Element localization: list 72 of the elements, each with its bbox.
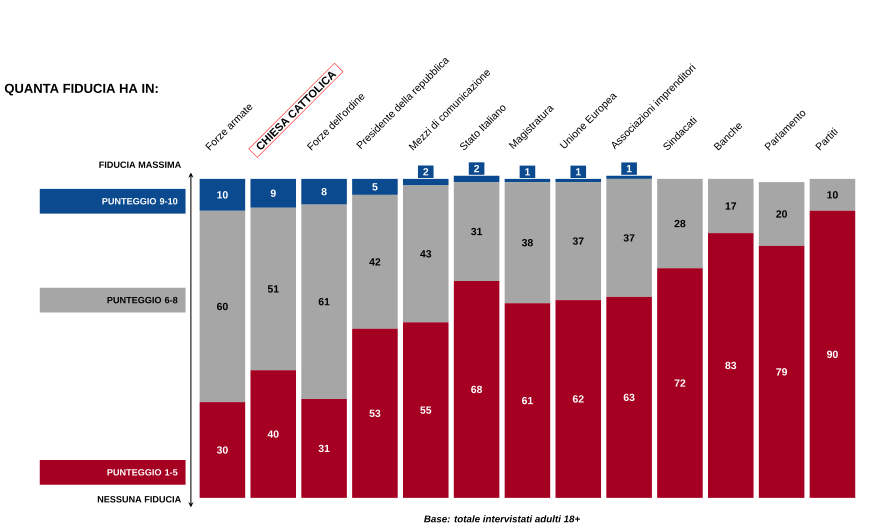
data-label: 10	[827, 191, 838, 198]
bar	[708, 233, 754, 498]
bar	[606, 296, 652, 498]
bar	[402, 185, 449, 322]
text: PUNTEGGIO 9-10	[102, 198, 178, 204]
text: PUNTEGGIO 1-5	[107, 469, 178, 476]
data-label: 30	[216, 446, 228, 454]
bar	[352, 328, 398, 498]
data-label: 9	[270, 190, 276, 197]
text: FIDUCIA MASSIMA	[99, 161, 181, 168]
data-label: 20	[776, 210, 787, 218]
data-label: 17	[726, 202, 736, 210]
bar	[810, 178, 856, 211]
data-label: 1	[626, 165, 632, 172]
bar	[657, 178, 703, 268]
data-label: 83	[725, 362, 736, 370]
data-label: 8	[322, 188, 327, 196]
data-label: 79	[776, 368, 788, 376]
bar	[708, 178, 754, 234]
data-label: 55	[420, 406, 432, 414]
data-label: 1	[525, 168, 530, 176]
bar	[758, 182, 804, 246]
bar	[200, 210, 246, 402]
data-label: 28	[674, 220, 686, 228]
bar	[301, 398, 347, 498]
data-label: 51	[268, 285, 279, 293]
data-label: 2	[474, 164, 480, 172]
bar	[200, 178, 246, 211]
bar	[555, 300, 602, 498]
bar	[555, 182, 602, 300]
bar	[454, 182, 500, 281]
bar	[352, 178, 398, 195]
data-label: 1	[576, 168, 581, 176]
bar	[606, 178, 652, 297]
bar	[810, 210, 856, 498]
bar	[454, 280, 500, 498]
data-label: 72	[674, 379, 686, 387]
bar	[402, 322, 449, 498]
bar	[250, 370, 296, 498]
data-label: 37	[572, 237, 584, 245]
text: PUNTEGGIO 6-8	[107, 296, 178, 304]
data-label: 40	[268, 430, 279, 438]
data-label: 31	[318, 444, 330, 452]
data-label: 31	[471, 228, 482, 236]
text: Base: totale intervistati adulti 18+	[424, 515, 580, 522]
data-label: 42	[369, 258, 380, 266]
bar	[352, 194, 398, 329]
data-label: 60	[217, 302, 228, 310]
bar	[301, 204, 347, 399]
text: QUANTA FIDUCIA HA IN:	[4, 84, 158, 96]
data-label: 61	[522, 396, 533, 404]
data-label: 43	[420, 250, 432, 258]
text: NESSUNA FIDUCIA	[98, 496, 181, 502]
data-label: 2	[423, 168, 428, 176]
bar	[504, 303, 550, 498]
bar	[301, 178, 347, 204]
data-label: 62	[572, 395, 584, 403]
data-label: 90	[827, 350, 838, 358]
data-label: 63	[624, 394, 635, 402]
data-label: 37	[624, 234, 634, 242]
bar	[250, 178, 296, 208]
data-label: 68	[471, 386, 482, 394]
data-label: 38	[522, 238, 533, 246]
bar	[200, 402, 246, 498]
data-label: 61	[318, 298, 330, 306]
bar	[250, 208, 296, 370]
bar	[657, 268, 703, 498]
data-label: 10	[217, 191, 228, 198]
data-label: 53	[369, 410, 380, 417]
bar	[504, 182, 550, 304]
bar	[758, 246, 804, 498]
data-label: 5	[372, 183, 378, 190]
